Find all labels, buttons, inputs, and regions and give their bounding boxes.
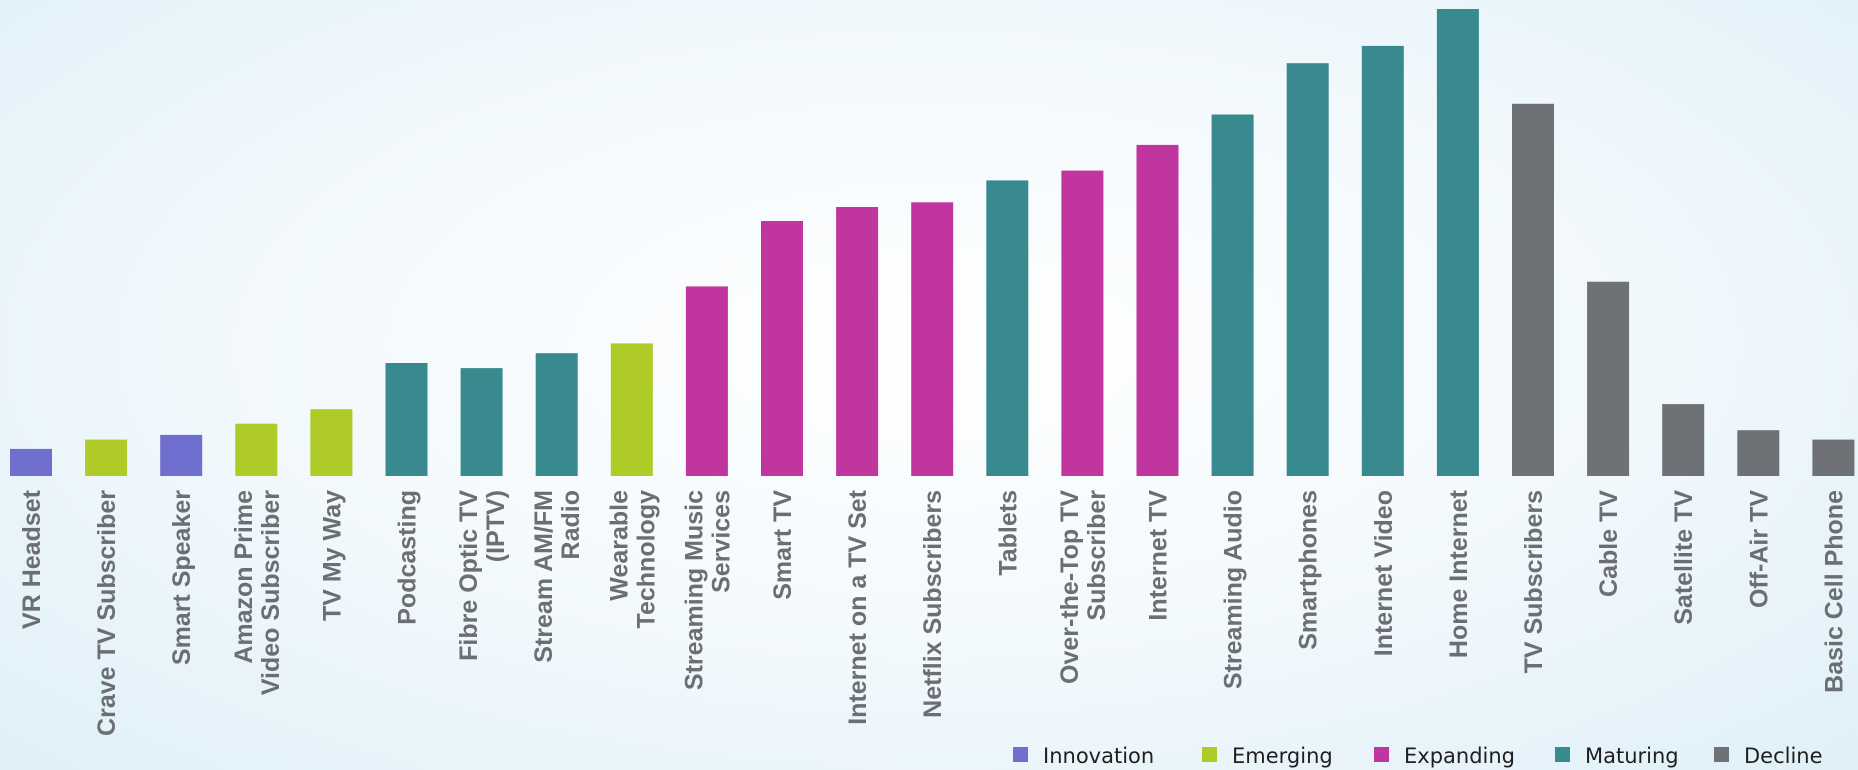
legend-swatch-expanding	[1374, 747, 1389, 762]
bar-streaming-music-services	[685, 286, 728, 476]
bar-amazon-prime-video-subscriber	[235, 423, 278, 476]
bar-tv-my-way	[310, 409, 353, 476]
bar-home-internet	[1436, 9, 1479, 476]
category-label-internet-tv: Internet TV	[1145, 490, 1173, 621]
category-label-over-the-top-tv-subscriber: Over-the-Top TVSubscriber	[1056, 490, 1111, 684]
category-label-fibre-optic-tv-iptv: Fibre Optic TV(IPTV)	[455, 490, 510, 661]
category-label-streaming-audio: Streaming Audio	[1220, 490, 1248, 689]
category-label-internet-video: Internet Video	[1370, 490, 1398, 656]
category-label-smart-speaker: Smart Speaker	[168, 490, 196, 665]
bar-internet-on-a-tv-set	[836, 207, 879, 476]
category-label-smart-tv: Smart TV	[769, 490, 797, 600]
category-label-vr-headset: VR Headset	[18, 489, 46, 629]
legend-label-innovation: Innovation	[1043, 744, 1154, 768]
bar-satellite-tv	[1662, 404, 1705, 476]
legend-swatch-innovation	[1013, 747, 1028, 762]
legend-swatch-maturing	[1555, 747, 1570, 762]
legend-label-expanding: Expanding	[1404, 744, 1515, 768]
bar-fibre-optic-tv-iptv	[460, 368, 503, 476]
bar-smart-tv	[761, 221, 803, 476]
bar-internet-video	[1361, 45, 1404, 477]
category-label-tv-my-way: TV My Way	[318, 490, 346, 621]
bar-stream-am-fm-radio	[535, 353, 578, 476]
legend-swatch-emerging	[1202, 747, 1217, 762]
category-label-tv-subscribers: TV Subscribers	[1520, 490, 1548, 673]
legend-label-maturing: Maturing	[1585, 744, 1679, 768]
legend: Innovation Emerging Expanding Maturing Decli…	[1013, 744, 1823, 768]
bar-off-air-tv	[1737, 430, 1780, 476]
category-label-tablets: Tablets	[994, 490, 1022, 576]
legend-swatch-decline	[1714, 747, 1729, 762]
bar-tv-subscribers	[1512, 103, 1554, 477]
category-label-satellite-tv: Satellite TV	[1670, 490, 1698, 625]
category-label-home-internet: Home Internet	[1445, 489, 1473, 658]
category-label-stream-am-fm-radio: Stream AM/FMRadio	[530, 490, 585, 663]
bars	[10, 9, 1855, 477]
bar-podcasting	[385, 363, 428, 476]
legend-label-emerging: Emerging	[1232, 744, 1333, 768]
bar-wearable-technology	[610, 343, 653, 476]
category-label-wearable-technology: WearableTechnology	[605, 490, 660, 629]
bar-cable-tv	[1587, 281, 1630, 476]
bar-netflix-subscribers	[911, 202, 954, 477]
bar-tablets	[986, 180, 1029, 476]
bar-smart-speaker	[160, 434, 203, 476]
bar-basic-cell-phone	[1812, 439, 1855, 476]
category-label-smartphones: Smartphones	[1295, 490, 1323, 650]
bar-internet-tv	[1136, 144, 1179, 476]
category-label-cable-tv: Cable TV	[1595, 490, 1623, 597]
bar-smartphones	[1286, 63, 1329, 476]
category-label-off-air-tv: Off-Air TV	[1745, 490, 1773, 608]
bar-vr-headset	[10, 448, 52, 476]
category-labels: VR Headset Crave TV Subscriber Smart Speak…	[18, 489, 1848, 736]
category-label-basic-cell-phone: Basic Cell Phone	[1820, 490, 1848, 693]
category-label-internet-on-a-tv-set: Internet on a TV Set	[844, 489, 872, 724]
category-label-netflix-subscribers: Netflix Subscribers	[919, 490, 947, 718]
category-label-podcasting: Podcasting	[394, 490, 422, 625]
bar-streaming-audio	[1211, 114, 1254, 476]
bar-crave-tv-subscriber	[85, 439, 128, 476]
bar-over-the-top-tv-subscriber	[1061, 170, 1104, 476]
legend-label-decline: Decline	[1744, 744, 1823, 768]
category-label-crave-tv-subscriber: Crave TV Subscriber	[93, 490, 121, 736]
category-label-streaming-music-services: Streaming MusicServices	[680, 490, 735, 690]
category-label-amazon-prime-video-subscriber: Amazon PrimeVideo Subscriber	[230, 490, 285, 695]
